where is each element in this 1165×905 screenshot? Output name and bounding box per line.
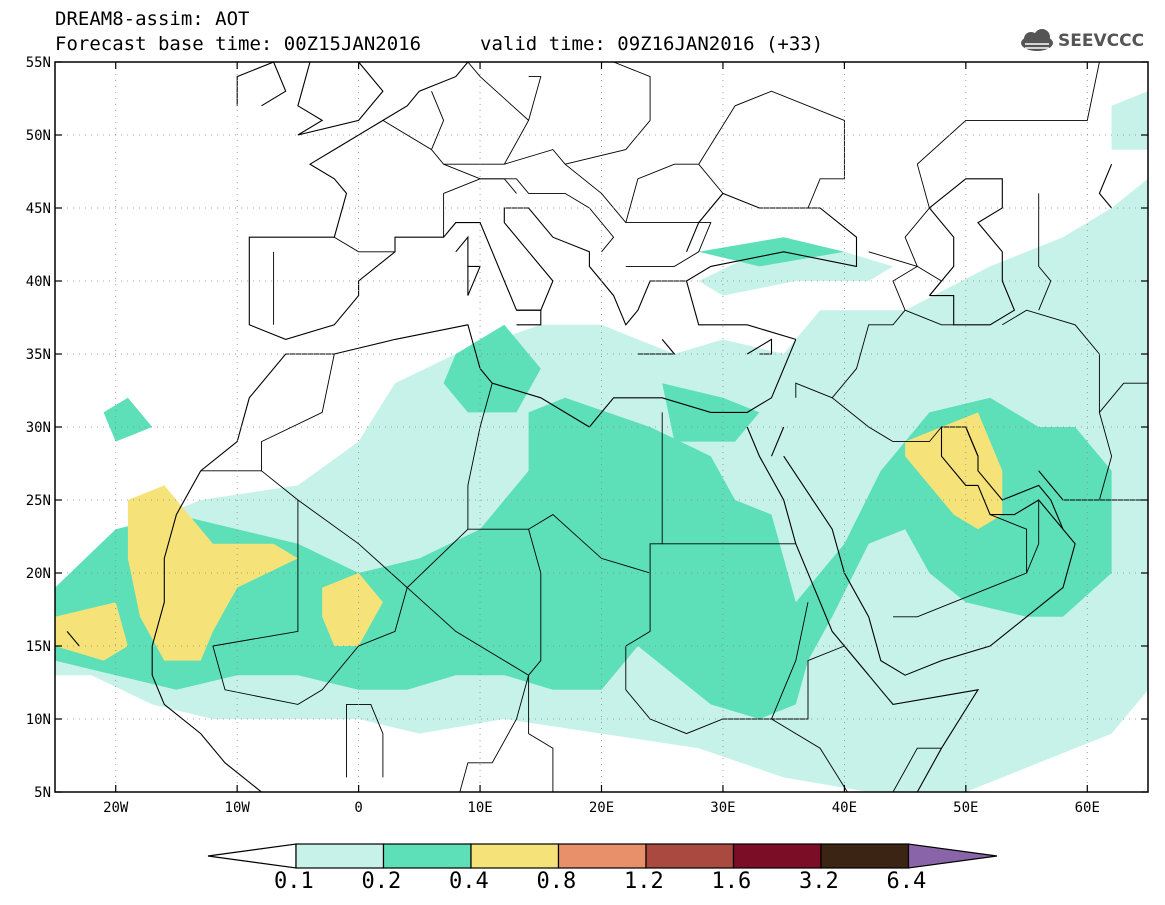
colorbar-label-1.2: 1.2 xyxy=(624,869,664,894)
colorbar-bin-5 xyxy=(732,843,822,869)
colorbar-under-triangle xyxy=(207,843,297,869)
aot-contour-0.4 xyxy=(322,573,383,646)
lat-label-50N: 50N xyxy=(26,128,51,144)
lat-label-35N: 35N xyxy=(26,347,51,363)
lat-label-20N: 20N xyxy=(26,566,51,582)
colorbar-label-0.1: 0.1 xyxy=(274,869,314,894)
aot-contour-0.4 xyxy=(127,485,298,661)
forecast-base-time: Forecast base time: 00Z15JAN2016 xyxy=(55,33,422,55)
lon-label-0: 0 xyxy=(354,800,362,816)
colorbar-bin-4 xyxy=(645,843,735,869)
lat-label-5N: 5N xyxy=(34,785,51,801)
lat-label-55N: 55N xyxy=(26,55,51,71)
colorbar-bin-0 xyxy=(295,843,385,869)
colorbar-label-0.8: 0.8 xyxy=(536,869,577,894)
lat-label-25N: 25N xyxy=(26,493,51,509)
colorbar-bin-1 xyxy=(382,843,472,869)
lon-label-10E: 10E xyxy=(467,800,492,816)
lon-label-50E: 50E xyxy=(953,800,978,816)
lat-label-10N: 10N xyxy=(26,712,51,728)
graticule xyxy=(55,62,1148,792)
lat-label-40N: 40N xyxy=(26,274,51,290)
aot-contour-0.1 xyxy=(1111,91,1148,150)
valid-time: valid time: 09Z16JAN2016 (+33) xyxy=(480,33,824,55)
coastline-borders xyxy=(66,62,1148,792)
cloud-icon xyxy=(1021,29,1053,51)
colorbar-label-3.2: 3.2 xyxy=(799,869,839,894)
seevccc-logo-text: SEEVCCC xyxy=(1058,31,1145,51)
lon-label-20W: 20W xyxy=(103,800,129,816)
lon-label-30E: 30E xyxy=(710,800,735,816)
map-title: DREAM8-assim: AOT xyxy=(55,8,250,30)
axis-ticks: 55N 50N 45N 40N 35N 30N 25N 20N 15N 10N 5N 20W 10W 0 1… xyxy=(26,55,1148,816)
lon-label-40E: 40E xyxy=(832,800,857,816)
colorbar-label-0.2: 0.2 xyxy=(361,869,402,894)
colorbar-bin-3 xyxy=(557,843,647,869)
aot-contour-0.2 xyxy=(55,397,1112,719)
aot-contour-0.2 xyxy=(103,397,153,442)
lat-label-45N: 45N xyxy=(26,201,51,217)
lat-label-30N: 30N xyxy=(26,420,51,436)
colorbar-bin-2 xyxy=(470,843,560,869)
colorbar-label-0.4: 0.4 xyxy=(449,869,489,894)
colorbar-label-6.4: 6.4 xyxy=(886,869,927,894)
lat-label-15N: 15N xyxy=(26,639,51,655)
lon-label-20E: 20E xyxy=(589,800,614,816)
colorbar-label-1.6: 1.6 xyxy=(711,869,752,894)
colorbar-bin-6 xyxy=(820,843,910,869)
lon-label-10W: 10W xyxy=(225,800,251,816)
aot-contour-0.2 xyxy=(698,237,845,267)
lon-label-60E: 60E xyxy=(1075,800,1100,816)
colorbar-over-triangle xyxy=(907,843,998,869)
